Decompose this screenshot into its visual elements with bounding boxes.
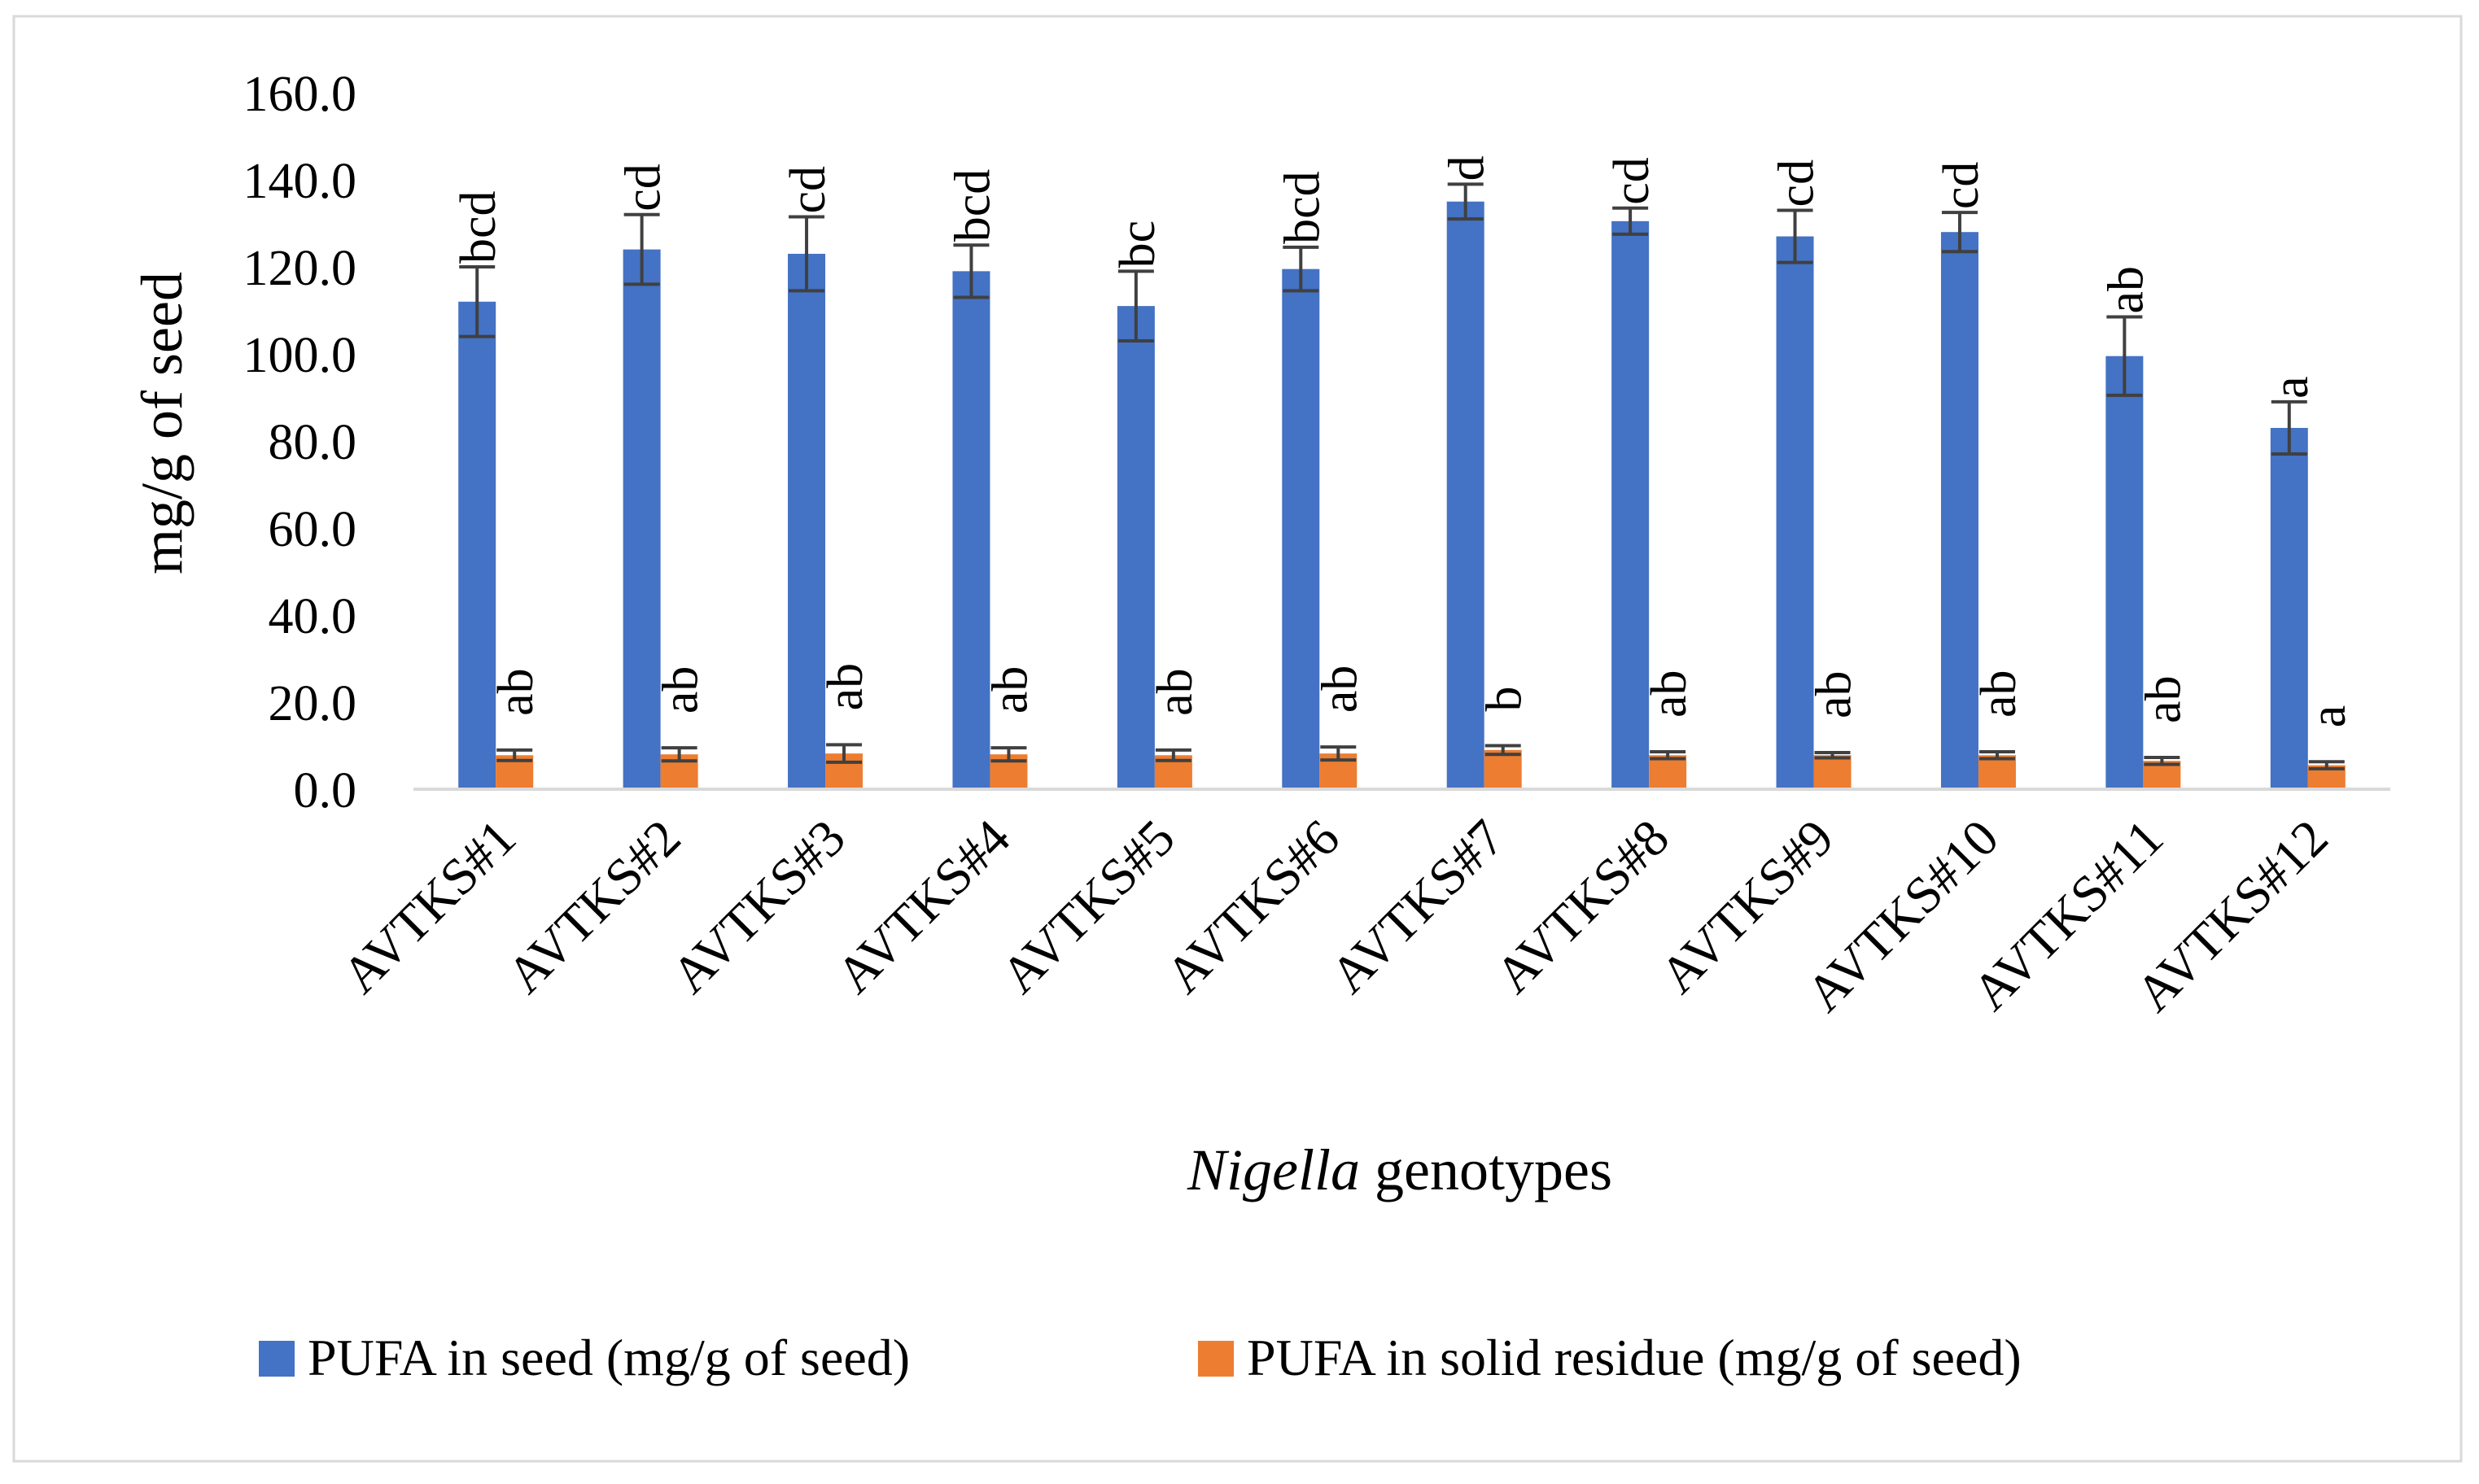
x-axis-title-italic: Nigella <box>1187 1137 1360 1202</box>
y-tick-label: 100.0 <box>243 328 357 383</box>
y-axis-title: mg/g of seed <box>129 272 195 574</box>
significance-letter: ab <box>654 666 709 714</box>
significance-letter: ab <box>488 668 544 716</box>
y-axis-ticks: 0.0 20.0 40.0 60.0 80.0 100.0 120.0 140.0 160.0 <box>243 67 357 818</box>
bar-seed-2 <box>623 249 661 790</box>
significance-letter: ab <box>1148 668 1203 716</box>
significance-letter: cd <box>1769 159 1825 207</box>
bar-seed-7 <box>1446 201 1484 789</box>
error-bars-layer <box>459 182 2345 770</box>
bar-seed-4 <box>952 271 990 790</box>
legend-swatch-seed <box>259 1341 295 1377</box>
y-tick-label: 120.0 <box>243 241 357 296</box>
significance-letters-layer: bcdabcdabcdabbcdabbcabbcdabdbcdabcdabcda… <box>451 155 2356 727</box>
significance-letter: a <box>2301 705 2356 728</box>
significance-letter: ab <box>2098 266 2153 314</box>
bar-seed-5 <box>1117 306 1155 789</box>
legend: PUFA in seed (mg/g of seed) PUFA in soli… <box>259 1329 2022 1386</box>
legend-item-seed: PUFA in seed (mg/g of seed) <box>259 1329 910 1386</box>
significance-letter: ab <box>2136 675 2191 723</box>
y-tick-label: 160.0 <box>243 67 357 122</box>
y-tick-label: 40.0 <box>269 589 357 644</box>
y-tick-label: 0.0 <box>294 763 357 818</box>
figure-border <box>12 15 2463 1463</box>
significance-letter: d <box>1440 155 1495 181</box>
y-tick-label: 140.0 <box>243 154 357 209</box>
bar-seed-10 <box>1940 232 1978 789</box>
significance-letter: cd <box>780 166 836 214</box>
significance-letter: ab <box>1312 666 1367 714</box>
significance-letter: bcd <box>1274 171 1330 244</box>
significance-letter: bcd <box>451 190 506 264</box>
significance-letter: ab <box>982 666 1038 714</box>
bar-residue-7 <box>1484 749 1522 789</box>
y-tick-label: 20.0 <box>269 676 357 731</box>
bar-residue-10 <box>1978 755 2016 789</box>
significance-letter: a <box>2263 376 2319 399</box>
x-axis-title: Nigella genotypes <box>1187 1137 1612 1202</box>
significance-letter: ab <box>1642 670 1697 718</box>
legend-label-seed: PUFA in seed (mg/g of seed) <box>308 1329 910 1386</box>
x-axis-title-rest: genotypes <box>1360 1137 1612 1202</box>
significance-letter: ab <box>818 663 873 711</box>
bars-layer <box>458 201 2346 790</box>
bar-seed-8 <box>1611 220 1650 789</box>
bar-seed-11 <box>2105 356 2144 789</box>
significance-letter: cd <box>1934 162 1989 210</box>
bar-seed-12 <box>2270 427 2308 789</box>
y-tick-label: 60.0 <box>269 502 357 557</box>
legend-swatch-residue <box>1198 1341 1234 1377</box>
bar-seed-1 <box>458 301 496 789</box>
significance-letter: ab <box>1807 671 1862 719</box>
legend-label-residue: PUFA in solid residue (mg/g of seed) <box>1247 1329 2022 1386</box>
significance-letter: b <box>1477 687 1532 712</box>
significance-letter: cd <box>1604 157 1659 205</box>
legend-item-residue: PUFA in solid residue (mg/g of seed) <box>1198 1329 2022 1386</box>
y-tick-label: 80.0 <box>269 415 357 470</box>
significance-letter: cd <box>616 164 671 212</box>
significance-letter: ab <box>1971 670 2026 718</box>
bar-residue-9 <box>1813 755 1852 789</box>
bar-seed-9 <box>1776 236 1814 789</box>
bar-seed-6 <box>1282 268 1320 789</box>
significance-letter: bc <box>1110 220 1165 268</box>
bar-seed-3 <box>788 253 826 789</box>
significance-letter: bcd <box>945 169 1000 242</box>
bar-residue-8 <box>1649 755 1687 789</box>
